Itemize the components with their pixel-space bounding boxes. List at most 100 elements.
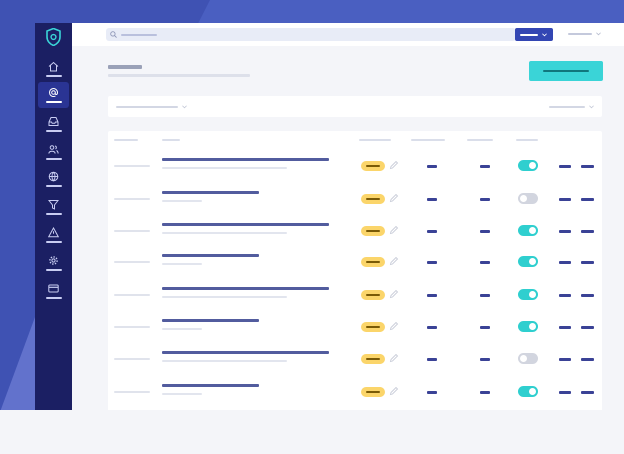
edit-link[interactable] [559,358,571,361]
row-title[interactable] [162,254,259,257]
row-value [427,326,437,329]
sidebar-item-filter[interactable] [38,194,69,220]
delete-link[interactable] [581,198,594,201]
sidebar-item-inbox[interactable] [38,111,69,137]
sidebar-item-label [45,185,62,187]
at-icon [49,88,59,98]
home-icon [48,61,59,72]
column-header [359,139,391,141]
row-title[interactable] [162,384,259,387]
table-row[interactable] [108,151,602,183]
row-value [427,294,437,297]
sidebar-item-gear[interactable] [38,250,69,276]
users-icon [48,145,59,154]
row-title[interactable] [162,319,259,322]
search-input[interactable] [106,28,516,41]
delete-link[interactable] [581,165,594,168]
sidebar-item-warning[interactable] [38,222,69,248]
pencil-icon[interactable] [389,225,399,235]
edit-link[interactable] [559,165,571,168]
table-row[interactable] [108,216,602,248]
edit-link[interactable] [559,391,571,394]
enable-toggle[interactable] [518,160,538,171]
status-badge-label [366,261,380,263]
table-row[interactable] [108,312,602,344]
status-badge [361,257,385,267]
row-description [162,263,202,265]
sidebar-item-home[interactable] [38,56,69,82]
edit-link[interactable] [559,261,571,264]
backdrop-floor [0,410,624,454]
edit-link[interactable] [559,230,571,233]
delete-link[interactable] [581,326,594,329]
table-row[interactable] [108,280,602,312]
column-header [162,139,180,141]
shield-at-logo[interactable] [46,28,61,46]
enable-toggle[interactable] [518,193,538,204]
delete-link[interactable] [581,261,594,264]
filter-dropdown[interactable] [116,105,187,109]
toggle-knob [529,291,536,298]
table-row[interactable] [108,247,602,279]
top-bar [72,23,624,46]
user-menu[interactable] [568,32,601,36]
delete-link[interactable] [581,294,594,297]
delete-link[interactable] [581,358,594,361]
sidebar-item-at[interactable] [38,82,69,108]
pencil-icon[interactable] [389,321,399,331]
status-badge-label [366,198,380,200]
pencil-icon[interactable] [389,386,399,396]
row-value [480,261,490,264]
table-row[interactable] [108,377,602,409]
edit-link[interactable] [559,326,571,329]
row-title[interactable] [162,351,329,354]
data-table [108,131,602,410]
sidebar-item-globe[interactable] [38,166,69,192]
status-badge [361,290,385,300]
row-value [480,294,490,297]
delete-link[interactable] [581,230,594,233]
enable-toggle[interactable] [518,321,538,332]
row-title[interactable] [162,287,329,290]
pencil-icon[interactable] [389,256,399,266]
sort-dropdown[interactable] [549,105,594,109]
status-badge [361,161,385,171]
enable-toggle[interactable] [518,225,538,236]
search-scope-dropdown[interactable] [515,28,553,41]
edit-link[interactable] [559,198,571,201]
filter-icon [48,200,59,210]
edit-link[interactable] [559,294,571,297]
card-icon [48,284,59,293]
enable-toggle[interactable] [518,386,538,397]
enable-toggle[interactable] [518,256,538,267]
pencil-icon[interactable] [389,353,399,363]
pencil-icon[interactable] [389,289,399,299]
row-value [427,358,437,361]
search-icon [110,31,117,38]
toggle-knob [529,388,536,395]
row-description [162,232,287,234]
pencil-icon[interactable] [389,160,399,170]
row-value [480,326,490,329]
table-row[interactable] [108,184,602,216]
chevron-down-icon [589,105,594,109]
table-row[interactable] [108,344,602,376]
column-header [114,139,138,141]
enable-toggle[interactable] [518,289,538,300]
row-value [427,198,437,201]
inbox-icon [48,117,59,126]
add-button[interactable] [529,61,603,81]
row-title[interactable] [162,191,259,194]
row-title[interactable] [162,223,329,226]
sidebar-item-label [45,213,62,215]
sidebar-item-card[interactable] [38,278,69,304]
row-description [162,200,202,202]
row-description [162,328,202,330]
status-badge-label [366,165,380,167]
sidebar-item-users[interactable] [38,139,69,165]
page-title [108,65,142,69]
enable-toggle[interactable] [518,353,538,364]
row-title[interactable] [162,158,329,161]
pencil-icon[interactable] [389,193,399,203]
delete-link[interactable] [581,391,594,394]
